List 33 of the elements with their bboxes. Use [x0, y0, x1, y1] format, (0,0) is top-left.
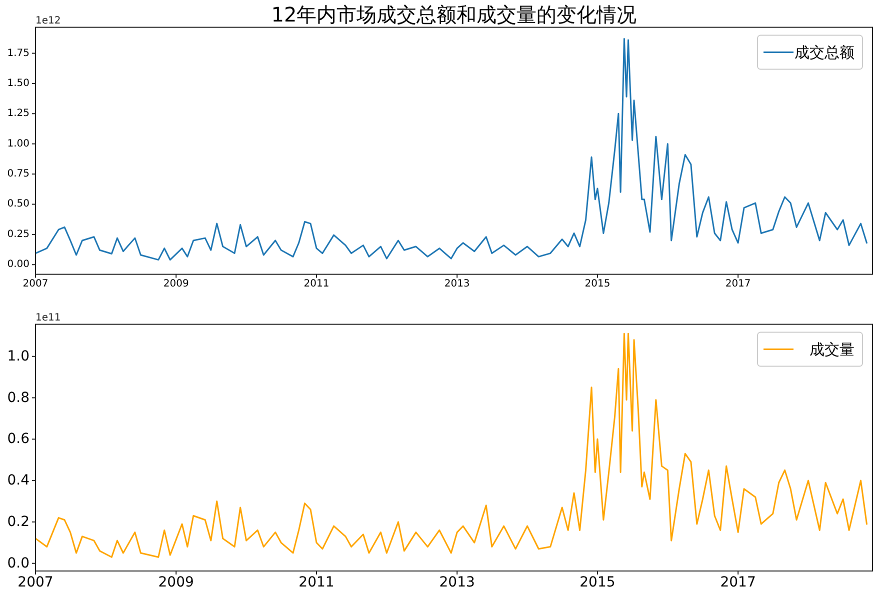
x-tick-label: 2011: [304, 278, 330, 290]
y-tick-label: 0.25: [7, 228, 30, 240]
line-series: [36, 38, 868, 261]
line-series: [36, 332, 868, 558]
x-tick-label: 2013: [439, 574, 475, 591]
y-tick-label: 1.50: [7, 78, 30, 89]
x-tick-label: 2011: [298, 574, 334, 591]
y-tick-label: 1.25: [7, 108, 30, 120]
y-tick-label: 0.8: [7, 390, 30, 406]
x-tick-label: 2015: [584, 278, 610, 290]
x-tick-label: 2007: [22, 278, 48, 290]
y-tick-label: 1.75: [7, 48, 30, 59]
y-tick-label: 0.6: [7, 431, 30, 448]
y-tick-label: 0.0: [7, 555, 30, 572]
y-tick-label: 0.2: [7, 514, 30, 530]
x-tick-label: 2007: [18, 574, 54, 591]
y-tick-label: 1.00: [7, 138, 30, 150]
legend-label: 成交总额: [794, 43, 854, 62]
x-tick-label: 2015: [580, 574, 616, 591]
y-tick-label: 0.4: [7, 472, 30, 489]
text: 1e12: [36, 15, 61, 26]
legend-label: 成交量: [810, 340, 854, 358]
x-tick-label: 2013: [444, 278, 470, 290]
chart-title: 12年内市场成交总额和成交量的变化情况: [271, 2, 637, 26]
y-tick-label: 1.0: [7, 348, 30, 364]
x-tick-label: 2017: [720, 574, 756, 591]
y-tick-label: 0.75: [7, 168, 30, 180]
x-tick-label: 2017: [725, 278, 751, 290]
x-tick-label: 2009: [163, 278, 189, 290]
y-tick-label: 0.00: [7, 259, 30, 270]
x-tick-label: 2009: [158, 574, 194, 591]
text: 1e11: [36, 312, 61, 324]
y-tick-label: 0.50: [7, 198, 30, 210]
